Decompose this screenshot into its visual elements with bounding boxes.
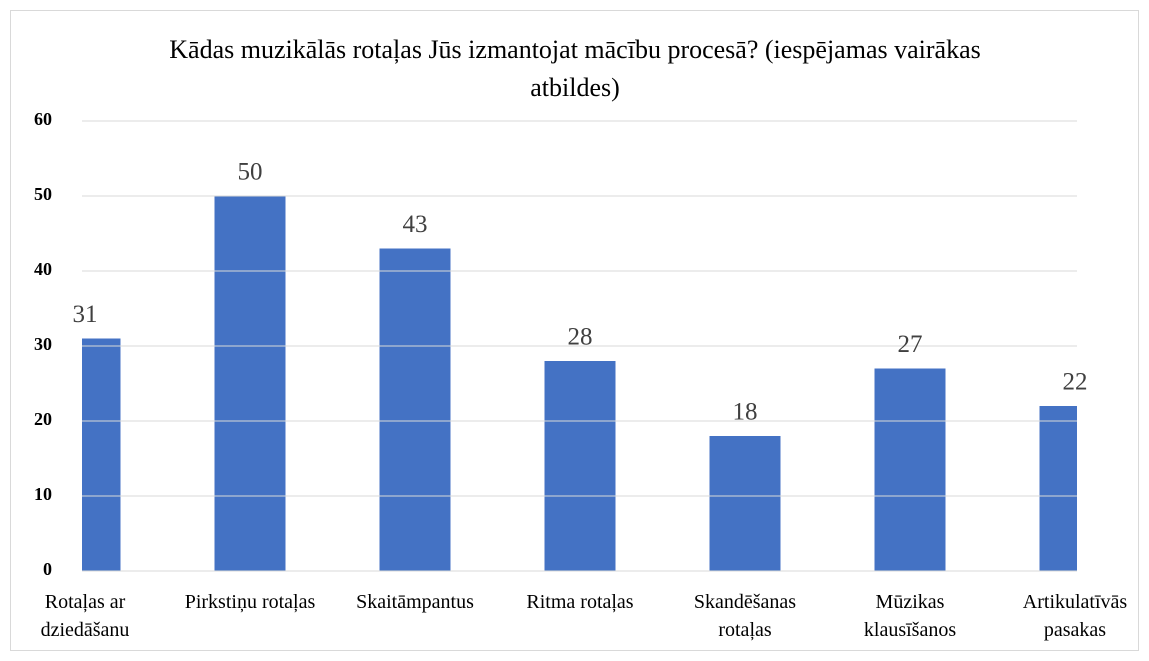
y-tick-label: 10 xyxy=(34,484,52,504)
bar xyxy=(874,368,946,571)
y-tick-label: 0 xyxy=(43,559,52,579)
value-label: 28 xyxy=(568,324,593,351)
bar xyxy=(709,436,781,571)
x-tick-label: Artikulatīvās pasakas xyxy=(1023,591,1128,641)
y-tick-label: 40 xyxy=(34,259,52,279)
bar xyxy=(1039,406,1077,571)
value-label: 27 xyxy=(898,331,923,358)
x-tick-label: Pirkstiņu rotaļas xyxy=(185,591,316,613)
value-label: 22 xyxy=(1063,369,1088,396)
x-tick-label: Rotaļas ar dziedāšanu xyxy=(41,591,130,641)
value-label: 43 xyxy=(403,211,428,238)
x-tick-label: Ritma rotaļas xyxy=(526,591,633,613)
bar xyxy=(214,196,286,571)
plot-area xyxy=(82,196,1077,571)
value-label: 18 xyxy=(733,399,758,426)
y-tick-label: 60 xyxy=(34,109,52,129)
bar xyxy=(544,361,616,571)
x-tick-label: Skaitāmpantus xyxy=(356,591,474,613)
y-tick-label: 50 xyxy=(34,184,52,204)
value-label: 31 xyxy=(73,301,98,328)
y-tick-label: 20 xyxy=(34,409,52,429)
bar xyxy=(82,338,121,571)
bar xyxy=(379,248,451,571)
chart-title: Kādas muzikālās rotaļas Jūs izmantojat m… xyxy=(169,35,980,102)
x-tick-label: Skandēšanas rotaļas xyxy=(694,591,796,641)
value-label: 50 xyxy=(238,159,263,186)
x-tick-label: Mūzikas klausīšanos xyxy=(864,591,956,641)
y-tick-label: 30 xyxy=(34,334,52,354)
